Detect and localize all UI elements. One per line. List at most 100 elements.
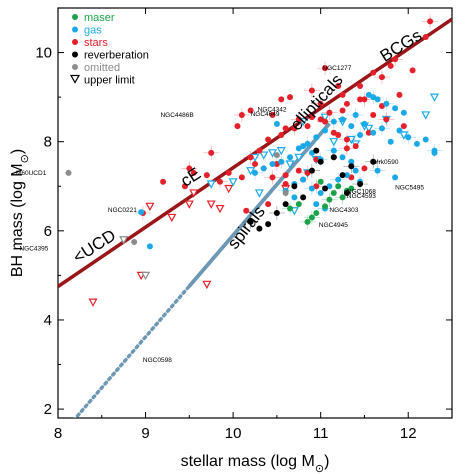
x-tick-label: 12 xyxy=(400,425,417,442)
y-tick-label: 10 xyxy=(35,45,52,62)
gas-point xyxy=(260,165,267,172)
gas-point xyxy=(352,111,359,118)
x-axis-label: stellar mass (log M⊙) xyxy=(181,453,330,474)
gas-point xyxy=(400,109,407,116)
reverberation-point xyxy=(291,183,298,190)
galaxy-label: NGC1277 xyxy=(322,65,351,72)
gas-point xyxy=(313,201,320,208)
galaxy-label: NGC0598 xyxy=(143,357,172,364)
legend-label: reverberation xyxy=(84,50,149,62)
stars-point xyxy=(365,129,372,136)
y-tick-label: 6 xyxy=(44,223,52,240)
gas-point xyxy=(287,154,294,161)
gas-point xyxy=(357,132,364,139)
galaxy-label: M60UCD1 xyxy=(16,170,47,177)
omitted-point xyxy=(65,169,72,176)
data-points xyxy=(65,14,443,307)
maser-point xyxy=(335,183,342,190)
gas-point xyxy=(392,174,399,181)
galaxy-label: NGC4486B xyxy=(160,112,193,119)
galaxy-label: NGC4342 xyxy=(258,107,287,114)
reverberation-point xyxy=(370,158,377,165)
upper-limit-marker xyxy=(268,149,278,158)
reverberation-point xyxy=(330,154,337,161)
omitted-point xyxy=(273,152,280,159)
gas-point xyxy=(317,189,324,196)
maser-point xyxy=(308,214,315,221)
upper-limit-marker xyxy=(224,184,234,194)
upper-limit-marker xyxy=(215,204,225,214)
stars-point xyxy=(208,149,215,156)
x-tick-label: 11 xyxy=(313,425,329,442)
stars-point xyxy=(396,91,403,98)
upper-limit-marker xyxy=(119,236,129,245)
x-tick-label: 8 xyxy=(54,425,62,442)
stars-point xyxy=(252,160,258,167)
stars-point xyxy=(291,125,298,132)
gas-point xyxy=(348,123,355,130)
plot-frame xyxy=(57,7,453,419)
gas-point xyxy=(146,243,153,250)
gas-point xyxy=(370,129,377,136)
stars-point xyxy=(160,178,167,185)
maser-point xyxy=(330,189,337,196)
legend-label: omitted xyxy=(84,62,120,74)
upper-limit-marker xyxy=(141,271,151,281)
stars-point xyxy=(422,33,429,40)
reverberation-point xyxy=(357,181,364,188)
maser-point xyxy=(317,178,324,185)
gas-point xyxy=(138,209,145,216)
gas-point xyxy=(422,136,429,143)
reverberation-point xyxy=(317,158,324,165)
galaxy-label: NGC4303 xyxy=(329,207,358,214)
axes: 8 9 10 11 12 2 4 6 8 10 stellar mass (log M⊙) BH ma… xyxy=(9,8,452,474)
stars-point xyxy=(409,67,416,74)
stars-point xyxy=(339,91,346,98)
stars-point xyxy=(278,132,285,139)
upper-limit-marker xyxy=(364,124,374,134)
stars-point xyxy=(383,116,390,123)
maser-point xyxy=(304,218,311,225)
stars-point xyxy=(317,100,324,107)
upper-limit-marker xyxy=(145,202,155,212)
reverberation-point xyxy=(348,163,355,170)
stars-point xyxy=(265,136,272,143)
stars-point xyxy=(322,65,329,72)
galaxy-label: NGC4395 xyxy=(19,246,48,253)
reverberation-point xyxy=(282,201,289,208)
gas-point xyxy=(339,116,346,123)
gas-point xyxy=(291,194,298,201)
gas-point xyxy=(278,158,285,165)
maser-point xyxy=(295,201,302,208)
legend-marker xyxy=(72,39,78,45)
stars-point xyxy=(427,18,434,25)
stars-point xyxy=(335,132,342,139)
maser-point xyxy=(339,194,346,201)
stars-point xyxy=(317,116,324,123)
upper-limit-marker xyxy=(202,280,212,290)
gas-point xyxy=(322,127,329,134)
stars-point xyxy=(243,207,250,214)
y-tick-label: 2 xyxy=(44,401,52,418)
omitted-point xyxy=(282,189,289,196)
gas-point xyxy=(308,185,315,192)
stars-point xyxy=(378,74,385,81)
stars-point xyxy=(392,56,399,63)
upper-limit-marker xyxy=(254,189,264,198)
gas-point xyxy=(300,176,307,183)
stars-point xyxy=(343,100,350,107)
gas-point xyxy=(335,176,342,183)
reverberation-point xyxy=(322,185,329,192)
legend-marker xyxy=(72,26,78,33)
stars-point xyxy=(343,136,350,143)
gas-point xyxy=(269,160,276,167)
stars-point xyxy=(216,178,223,185)
maser-point xyxy=(287,205,294,212)
legend-label: stars xyxy=(84,37,108,49)
gas-point xyxy=(392,105,399,112)
upper-limit-marker xyxy=(259,151,269,160)
galaxy-label: NGC4649 xyxy=(251,111,280,118)
maser-point xyxy=(322,203,329,210)
gas-point xyxy=(405,134,412,141)
